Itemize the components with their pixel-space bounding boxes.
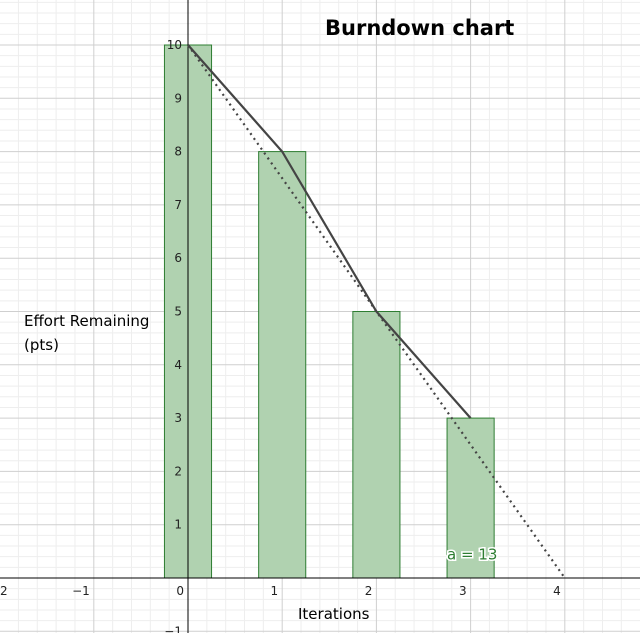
ideal-burndown-line bbox=[187, 44, 566, 579]
y-axis-label-line2: (pts) bbox=[24, 336, 59, 354]
x-tick-label: 2 bbox=[365, 584, 373, 598]
y-tick-label: 6 bbox=[174, 251, 182, 265]
x-tick-label: −1 bbox=[72, 584, 90, 598]
x-tick-label: 4 bbox=[553, 584, 561, 598]
y-tick-label: 4 bbox=[174, 358, 182, 372]
bar bbox=[352, 311, 401, 579]
y-axis-label: Effort Remaining (pts) bbox=[24, 309, 149, 357]
x-tick-label: 3 bbox=[459, 584, 467, 598]
x-tick-label: 2 bbox=[0, 584, 8, 598]
y-tick-label: 3 bbox=[174, 411, 182, 425]
area-annotation: a = 13 bbox=[447, 545, 497, 563]
actual-burndown-line bbox=[187, 44, 472, 419]
y-tick-label: 5 bbox=[174, 305, 182, 319]
y-tick-label: 9 bbox=[174, 91, 182, 105]
bar bbox=[258, 151, 307, 579]
y-tick-label: 8 bbox=[174, 145, 182, 159]
x-tick-label: 1 bbox=[271, 584, 279, 598]
x-axis-label: Iterations bbox=[298, 605, 370, 623]
ticks-group: 2 −1 0 1 2 3 4 10 9 8 7 6 5 4 3 2 1 −1 bbox=[0, 38, 561, 633]
y-tick-label: 1 bbox=[174, 518, 182, 532]
y-tick-label: 2 bbox=[174, 464, 182, 478]
chart-title: Burndown chart bbox=[325, 16, 515, 40]
bar bbox=[446, 417, 495, 579]
x-tick-label: 0 bbox=[176, 584, 184, 598]
y-tick-label: 7 bbox=[174, 198, 182, 212]
lines-group bbox=[187, 44, 566, 579]
y-tick-label: 10 bbox=[167, 38, 182, 52]
y-axis-label-line1: Effort Remaining bbox=[24, 312, 150, 330]
y-tick-label: −1 bbox=[164, 624, 182, 633]
